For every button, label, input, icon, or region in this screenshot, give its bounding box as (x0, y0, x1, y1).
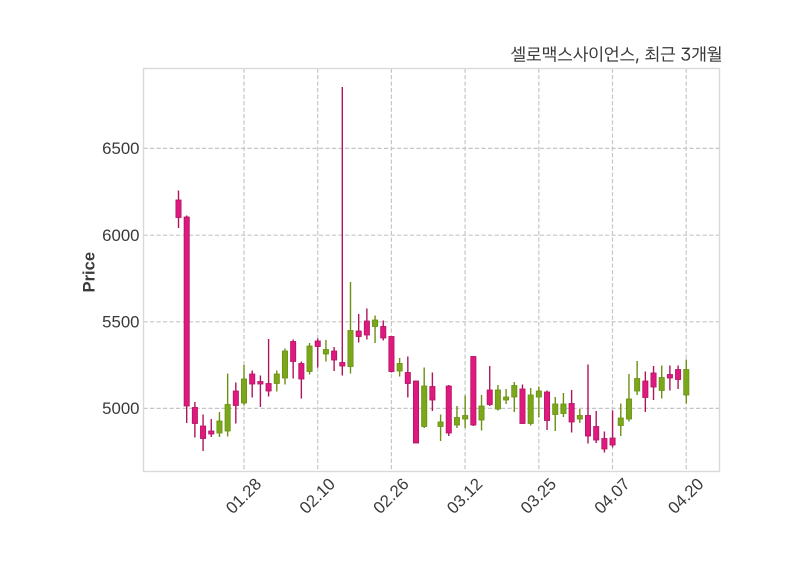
svg-text:Price: Price (80, 252, 99, 293)
svg-text:6500: 6500 (102, 139, 139, 158)
svg-text:5000: 5000 (102, 399, 139, 418)
svg-text:6000: 6000 (102, 226, 139, 245)
svg-text:5500: 5500 (102, 313, 139, 332)
